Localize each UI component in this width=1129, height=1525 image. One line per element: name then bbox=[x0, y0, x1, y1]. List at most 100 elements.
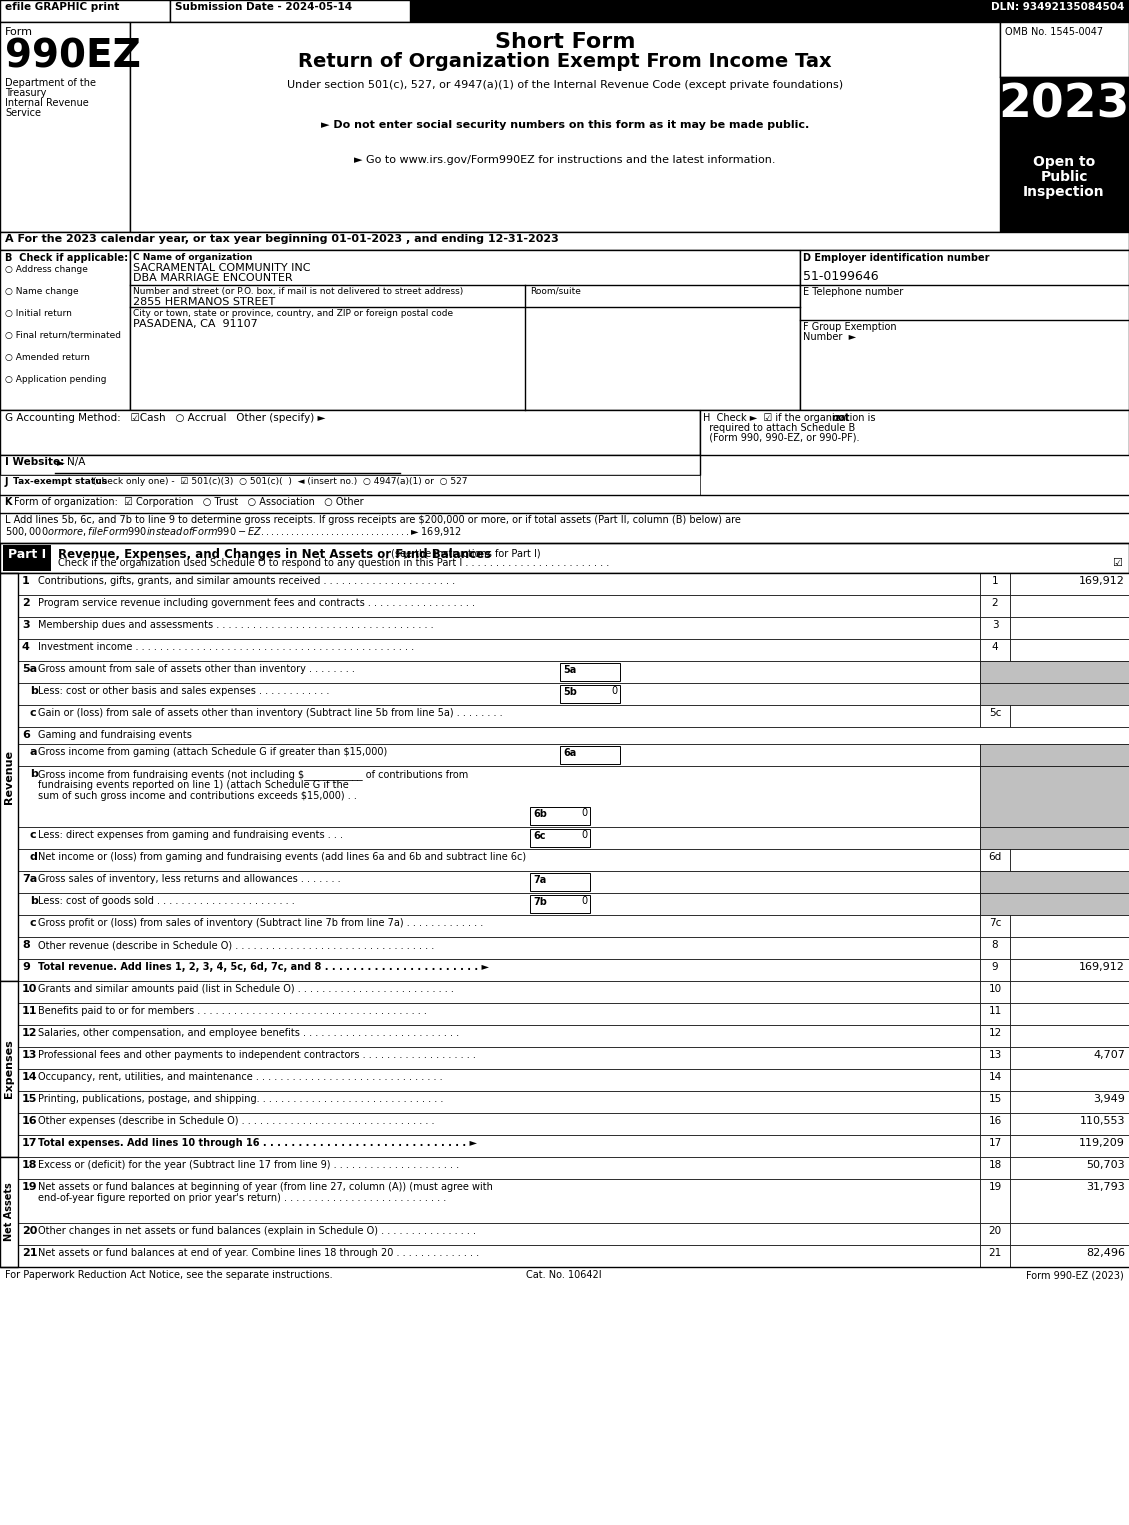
Bar bbox=[980, 915, 1010, 936]
Bar bbox=[980, 1048, 1010, 1069]
Text: 7b: 7b bbox=[533, 897, 546, 907]
Text: Salaries, other compensation, and employee benefits . . . . . . . . . . . . . . : Salaries, other compensation, and employ… bbox=[38, 1028, 460, 1039]
Bar bbox=[0, 474, 700, 496]
Bar bbox=[980, 871, 1129, 894]
Text: d: d bbox=[30, 852, 38, 862]
Bar bbox=[1010, 1025, 1129, 1048]
Bar bbox=[980, 1090, 1010, 1113]
Bar bbox=[0, 0, 170, 21]
Text: 12: 12 bbox=[21, 1028, 37, 1039]
Text: D Employer identification number: D Employer identification number bbox=[803, 253, 989, 262]
Text: Gross income from gaming (attach Schedule G if greater than $15,000): Gross income from gaming (attach Schedul… bbox=[38, 747, 387, 756]
Bar bbox=[1010, 705, 1129, 727]
Text: fundraising events reported on line 1) (attach Schedule G if the: fundraising events reported on line 1) (… bbox=[38, 779, 349, 790]
Text: I Website:: I Website: bbox=[5, 458, 68, 467]
Bar bbox=[980, 981, 1010, 1003]
Text: 1: 1 bbox=[991, 576, 998, 586]
Text: 4: 4 bbox=[991, 642, 998, 653]
Bar bbox=[980, 595, 1010, 618]
Bar bbox=[1010, 849, 1129, 871]
Text: Gross income from fundraising events (not including $____________ of contributio: Gross income from fundraising events (no… bbox=[38, 769, 469, 779]
Text: ►: ► bbox=[56, 458, 65, 467]
Text: 13: 13 bbox=[988, 1051, 1001, 1060]
Bar bbox=[560, 685, 620, 703]
Text: 21: 21 bbox=[988, 1247, 1001, 1258]
Bar bbox=[980, 660, 1129, 683]
Text: 18: 18 bbox=[988, 1161, 1001, 1170]
Text: 20: 20 bbox=[988, 1226, 1001, 1235]
Bar bbox=[18, 1244, 980, 1267]
Bar bbox=[18, 849, 980, 871]
Bar bbox=[0, 496, 1129, 512]
Text: Other expenses (describe in Schedule O) . . . . . . . . . . . . . . . . . . . . : Other expenses (describe in Schedule O) … bbox=[38, 1116, 435, 1125]
Bar bbox=[1010, 1244, 1129, 1267]
Bar bbox=[18, 618, 980, 639]
Text: Other changes in net assets or fund balances (explain in Schedule O) . . . . . .: Other changes in net assets or fund bala… bbox=[38, 1226, 476, 1235]
Text: 990EZ: 990EZ bbox=[5, 37, 141, 75]
Bar bbox=[18, 1113, 980, 1135]
Bar bbox=[980, 1223, 1010, 1244]
Bar bbox=[1010, 1090, 1129, 1113]
Text: OMB No. 1545-0047: OMB No. 1545-0047 bbox=[1005, 27, 1103, 37]
Bar bbox=[1010, 639, 1129, 660]
Text: Investment income . . . . . . . . . . . . . . . . . . . . . . . . . . . . . . . : Investment income . . . . . . . . . . . … bbox=[38, 642, 414, 653]
Bar bbox=[1010, 915, 1129, 936]
Bar bbox=[980, 744, 1129, 766]
Text: C Name of organization: C Name of organization bbox=[133, 253, 253, 262]
Text: City or town, state or province, country, and ZIP or foreign postal code: City or town, state or province, country… bbox=[133, 310, 453, 319]
Text: 5b: 5b bbox=[563, 686, 577, 697]
Bar bbox=[0, 1157, 18, 1267]
Text: Form 990-EZ (2023): Form 990-EZ (2023) bbox=[1026, 1270, 1124, 1279]
Text: 3: 3 bbox=[991, 621, 998, 630]
Text: 169,912: 169,912 bbox=[1079, 962, 1124, 971]
Text: For Paperwork Reduction Act Notice, see the separate instructions.: For Paperwork Reduction Act Notice, see … bbox=[5, 1270, 333, 1279]
Text: Total revenue. Add lines 1, 2, 3, 4, 5c, 6d, 7c, and 8 . . . . . . . . . . . . .: Total revenue. Add lines 1, 2, 3, 4, 5c,… bbox=[38, 962, 489, 971]
Text: F Group Exemption: F Group Exemption bbox=[803, 322, 896, 332]
Bar bbox=[980, 639, 1010, 660]
Bar bbox=[1010, 1179, 1129, 1223]
Text: 50,703: 50,703 bbox=[1086, 1161, 1124, 1170]
Text: N/A: N/A bbox=[67, 458, 86, 467]
Bar bbox=[980, 827, 1129, 849]
Text: ○ Name change: ○ Name change bbox=[5, 287, 79, 296]
Bar bbox=[1010, 1048, 1129, 1069]
Text: 9: 9 bbox=[21, 962, 29, 971]
Text: sum of such gross income and contributions exceeds $15,000) . .: sum of such gross income and contributio… bbox=[38, 791, 357, 801]
Text: ☑: ☑ bbox=[1112, 558, 1122, 567]
Bar bbox=[170, 0, 410, 21]
Bar bbox=[0, 232, 1129, 250]
Text: 4: 4 bbox=[21, 642, 29, 653]
Bar bbox=[18, 705, 980, 727]
Text: 11: 11 bbox=[988, 1006, 1001, 1016]
Text: Part I: Part I bbox=[8, 547, 46, 561]
Bar bbox=[980, 683, 1129, 705]
Bar bbox=[1010, 959, 1129, 981]
Bar bbox=[800, 250, 1129, 410]
Text: 7c: 7c bbox=[989, 918, 1001, 929]
Text: Cat. No. 10642I: Cat. No. 10642I bbox=[526, 1270, 602, 1279]
Bar bbox=[530, 895, 590, 913]
Text: 82,496: 82,496 bbox=[1086, 1247, 1124, 1258]
Text: DBA MARRIAGE ENCOUNTER: DBA MARRIAGE ENCOUNTER bbox=[133, 273, 292, 284]
Text: Gross sales of inventory, less returns and allowances . . . . . . .: Gross sales of inventory, less returns a… bbox=[38, 874, 341, 884]
Bar bbox=[530, 807, 590, 825]
Bar bbox=[18, 727, 1129, 744]
Text: Occupancy, rent, utilities, and maintenance . . . . . . . . . . . . . . . . . . : Occupancy, rent, utilities, and maintena… bbox=[38, 1072, 443, 1083]
Text: Check if the organization used Schedule O to respond to any question in this Par: Check if the organization used Schedule … bbox=[58, 558, 610, 567]
Text: ○ Final return/terminated: ○ Final return/terminated bbox=[5, 331, 121, 340]
Bar bbox=[18, 827, 980, 849]
Bar bbox=[18, 1157, 980, 1179]
Text: Room/suite: Room/suite bbox=[530, 287, 581, 296]
Bar bbox=[980, 1025, 1010, 1048]
Text: 5a: 5a bbox=[563, 665, 576, 676]
Text: Gross amount from sale of assets other than inventory . . . . . . . .: Gross amount from sale of assets other t… bbox=[38, 663, 355, 674]
Bar bbox=[0, 512, 1129, 543]
Text: 14: 14 bbox=[21, 1072, 37, 1083]
Text: 21: 21 bbox=[21, 1247, 37, 1258]
Text: Submission Date - 2024-05-14: Submission Date - 2024-05-14 bbox=[175, 2, 352, 12]
Text: Revenue, Expenses, and Changes in Net Assets or Fund Balances: Revenue, Expenses, and Changes in Net As… bbox=[58, 547, 496, 561]
Text: B  Check if applicable:: B Check if applicable: bbox=[5, 253, 128, 262]
Text: A For the 2023 calendar year, or tax year beginning 01-01-2023 , and ending 12-3: A For the 2023 calendar year, or tax yea… bbox=[5, 233, 559, 244]
Text: 19: 19 bbox=[21, 1182, 37, 1193]
Bar bbox=[1010, 1157, 1129, 1179]
